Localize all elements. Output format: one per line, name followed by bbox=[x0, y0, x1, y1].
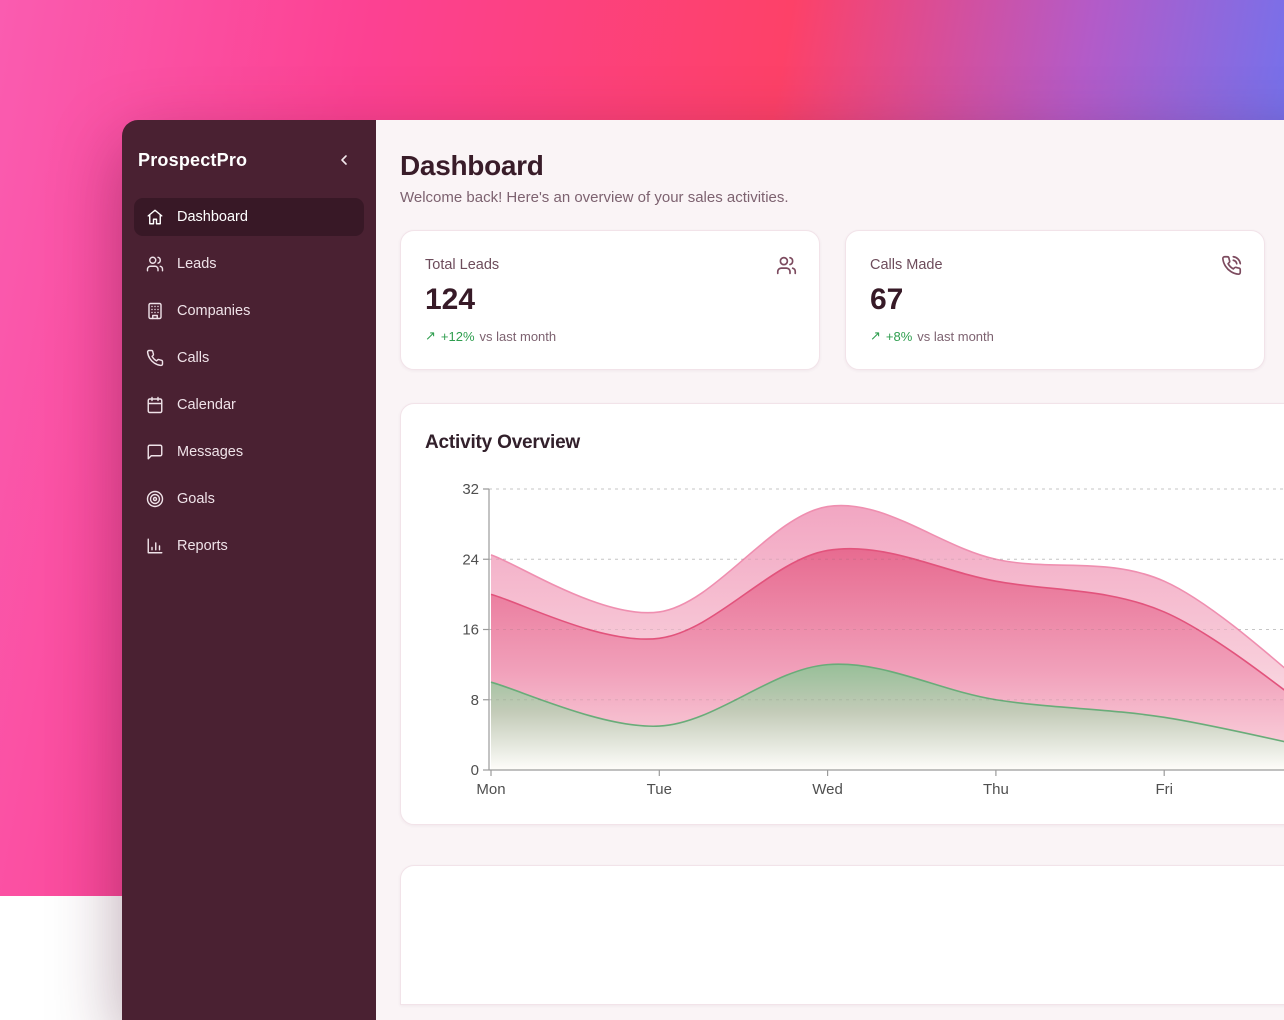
sidebar-item-reports[interactable]: Reports bbox=[134, 527, 364, 565]
sidebar-item-calls[interactable]: Calls bbox=[134, 339, 364, 377]
main-content: Dashboard Welcome back! Here's an overvi… bbox=[376, 120, 1284, 1020]
building-icon bbox=[146, 302, 164, 320]
calendar-icon bbox=[146, 396, 164, 414]
sidebar-item-calendar[interactable]: Calendar bbox=[134, 386, 364, 424]
users-icon bbox=[776, 255, 797, 276]
sidebar: ProspectPro Dashboard Leads Companies Ca… bbox=[122, 120, 376, 1020]
svg-text:Fri: Fri bbox=[1155, 781, 1173, 798]
stat-label: Total Leads bbox=[425, 257, 795, 273]
activity-chart[interactable]: 08162432MonTueWedThuFriSat bbox=[425, 462, 1284, 807]
chart-title: Activity Overview bbox=[425, 432, 1284, 454]
svg-text:24: 24 bbox=[462, 551, 479, 568]
target-icon bbox=[146, 490, 164, 508]
sidebar-item-leads[interactable]: Leads bbox=[134, 245, 364, 283]
svg-text:0: 0 bbox=[471, 762, 479, 779]
chevron-left-icon bbox=[336, 152, 352, 168]
svg-text:Tue: Tue bbox=[647, 781, 672, 798]
message-icon bbox=[146, 443, 164, 461]
brand-logo: ProspectPro bbox=[138, 150, 247, 171]
stat-value: 124 bbox=[425, 283, 795, 317]
sidebar-nav: Dashboard Leads Companies Calls Calendar… bbox=[122, 198, 376, 565]
svg-text:16: 16 bbox=[462, 622, 479, 639]
svg-text:Thu: Thu bbox=[983, 781, 1009, 798]
trend-percent: +12% bbox=[441, 329, 475, 344]
phone-icon bbox=[146, 349, 164, 367]
collapse-sidebar-button[interactable] bbox=[332, 148, 356, 172]
phone-call-icon bbox=[1221, 255, 1242, 276]
users-icon bbox=[146, 255, 164, 273]
activity-overview-card: Activity Overview 0 8 16 24 32 Mon Tue Wed Thu Fr… bbox=[400, 403, 1284, 825]
sidebar-header: ProspectPro bbox=[122, 120, 376, 198]
stat-value: 67 bbox=[870, 283, 1240, 317]
next-section-card bbox=[400, 865, 1284, 1005]
bar-chart-icon bbox=[146, 537, 164, 555]
trend-up-arrow-icon: ↗ bbox=[870, 328, 881, 344]
sidebar-item-companies[interactable]: Companies bbox=[134, 292, 364, 330]
stat-trend: ↗ +8% vs last month bbox=[870, 328, 1240, 344]
stat-trend: ↗ +12% vs last month bbox=[425, 328, 795, 344]
sidebar-item-goals[interactable]: Goals bbox=[134, 480, 364, 518]
trend-up-arrow-icon: ↗ bbox=[425, 328, 436, 344]
stat-card: Total Leads 124 ↗ +12% vs last month bbox=[400, 230, 820, 370]
stat-label: Calls Made bbox=[870, 257, 1240, 273]
trend-suffix: vs last month bbox=[917, 329, 994, 344]
svg-text:Mon: Mon bbox=[476, 781, 505, 798]
svg-text:8: 8 bbox=[471, 692, 479, 709]
stats-row: Total Leads 124 ↗ +12% vs last month Cal… bbox=[400, 230, 1284, 370]
trend-suffix: vs last month bbox=[480, 329, 557, 344]
page-title: Dashboard bbox=[400, 150, 1284, 182]
svg-text:Wed: Wed bbox=[812, 781, 843, 798]
trend-percent: +8% bbox=[886, 329, 912, 344]
page-subtitle: Welcome back! Here's an overview of your… bbox=[400, 189, 1284, 206]
sidebar-item-messages[interactable]: Messages bbox=[134, 433, 364, 471]
svg-text:32: 32 bbox=[462, 481, 479, 498]
app-window: ProspectPro Dashboard Leads Companies Ca… bbox=[122, 120, 1284, 1020]
stat-card: Calls Made 67 ↗ +8% vs last month bbox=[845, 230, 1265, 370]
home-icon bbox=[146, 208, 164, 226]
sidebar-item-dashboard[interactable]: Dashboard bbox=[134, 198, 364, 236]
